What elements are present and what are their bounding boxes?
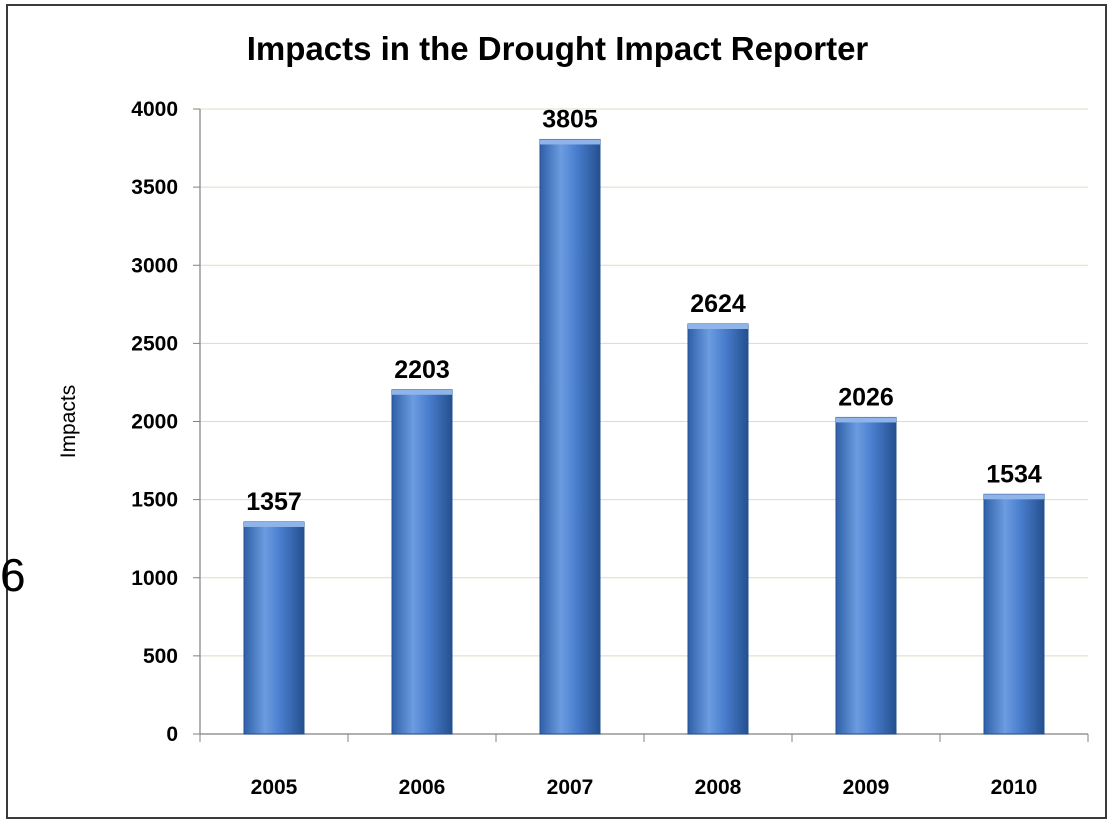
bar-top-2008 (688, 324, 748, 329)
x-tick-label: 2006 (399, 776, 446, 799)
bar-top-2007 (540, 139, 600, 145)
data-label-2010: 1534 (986, 460, 1042, 488)
data-label-2005: 1357 (246, 488, 302, 516)
bar-top-2005 (244, 521, 304, 527)
data-label-2006: 2203 (394, 356, 450, 384)
x-tick-label: 2008 (695, 776, 742, 799)
bars (243, 138, 1045, 735)
bar-2009 (835, 416, 897, 735)
y-tick-label: 2500 (131, 332, 178, 355)
y-tick-label: 0 (166, 723, 178, 746)
y-tick-label: 3000 (131, 254, 178, 277)
bar-2007 (539, 138, 601, 735)
data-label-2007: 3805 (542, 105, 598, 133)
chart-title: Impacts in the Drought Impact Reporter (246, 30, 869, 67)
axes (193, 108, 1089, 742)
data-label-2008: 2624 (690, 290, 746, 318)
bar-top-2010 (984, 494, 1044, 500)
y-tick-label: 1500 (131, 489, 178, 512)
y-tick-label: 2000 (131, 411, 178, 434)
x-tick-label: 2010 (991, 776, 1038, 799)
bar-2008 (687, 323, 749, 735)
y-tick-label: 3500 (131, 176, 178, 199)
x-tick-label: 2005 (251, 776, 298, 799)
gridlines (200, 108, 1088, 657)
y-tick-label: 1000 (131, 567, 178, 590)
bar-top-2009 (836, 417, 896, 423)
y-axis-title: Impacts (57, 385, 80, 459)
edge-text-fragment: 6 (0, 549, 26, 601)
bar-2010 (983, 493, 1045, 735)
bar-2006 (391, 389, 453, 735)
bar-2005 (243, 521, 305, 735)
y-tick-label: 500 (143, 645, 178, 668)
bar-top-2006 (392, 389, 452, 395)
data-label-2009: 2026 (838, 383, 894, 411)
y-tick-label: 4000 (131, 98, 178, 121)
x-tick-label: 2007 (547, 776, 594, 799)
x-tick-label: 2009 (843, 776, 890, 799)
labels: 0 500 1000 1500 2000 2500 3000 3500 4000 1357 2005… (57, 98, 1042, 799)
